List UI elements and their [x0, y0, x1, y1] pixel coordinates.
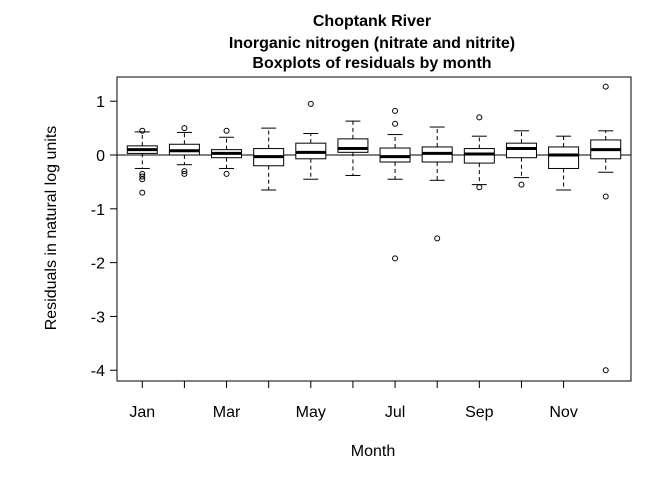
box-month-6 [337, 120, 369, 176]
chart-title-line-1: Choptank River [313, 13, 431, 30]
y-tick-label: -4 [91, 363, 105, 380]
outlier-point [223, 127, 230, 134]
x-tick-label: Jan [129, 404, 155, 421]
x-tick-label: May [296, 404, 326, 421]
outlier-point [602, 367, 609, 374]
outlier-point [139, 173, 146, 180]
box-month-12 [590, 83, 622, 374]
box-iqr [337, 138, 369, 153]
plot-frame [116, 76, 632, 382]
y-tick-label: -1 [91, 202, 105, 219]
outlier-point [181, 168, 188, 175]
box-month-2 [168, 125, 200, 177]
box-month-1 [126, 127, 158, 196]
box-iqr [379, 147, 411, 163]
outlier-point [139, 189, 146, 196]
chart-title-line-3: Boxplots of residuals by month [252, 55, 491, 72]
outlier-point [602, 83, 609, 90]
outlier-point [392, 255, 399, 262]
outlier-point [392, 120, 399, 127]
chart-title-line-2: Inorganic nitrogen (nitrate and nitrite) [229, 35, 515, 52]
box-month-10 [505, 130, 537, 188]
y-axis-label: Residuals in natural log units [43, 126, 60, 331]
x-axis-label: Month [351, 443, 395, 460]
x-axis: Jan Mar May Jul Sep Nov [129, 380, 578, 421]
outlier-point [307, 100, 314, 107]
y-tick-label: -2 [91, 256, 105, 273]
box-month-9 [463, 114, 495, 191]
outlier-point [181, 125, 188, 132]
box-month-3 [211, 127, 243, 177]
outlier-point [434, 235, 441, 242]
box-iqr [505, 142, 537, 159]
x-tick-label: Jul [385, 404, 405, 421]
outlier-point [181, 170, 188, 177]
y-tick-label: 1 [96, 94, 105, 111]
x-tick-label: Mar [213, 404, 241, 421]
outlier-point [139, 176, 146, 183]
box-iqr [548, 146, 580, 169]
outlier-point [476, 184, 483, 191]
outlier-point [602, 193, 609, 200]
box-month-7 [379, 107, 411, 262]
box-month-8 [421, 126, 453, 242]
outlier-point [392, 107, 399, 114]
x-tick-label: Sep [465, 404, 494, 421]
box-iqr [463, 148, 495, 164]
outlier-point [518, 181, 525, 188]
outlier-point [223, 170, 230, 177]
outlier-point [139, 127, 146, 134]
y-tick-label: -3 [91, 309, 105, 326]
box-month-5 [295, 100, 327, 180]
outlier-point [476, 114, 483, 121]
y-axis: 1 0 -1 -2 -3 -4 [91, 94, 118, 380]
box-month-11 [548, 135, 580, 191]
boxplot-series [126, 83, 622, 374]
x-tick-label: Nov [549, 404, 577, 421]
box-month-4 [253, 127, 285, 191]
y-tick-label: 0 [96, 148, 105, 165]
